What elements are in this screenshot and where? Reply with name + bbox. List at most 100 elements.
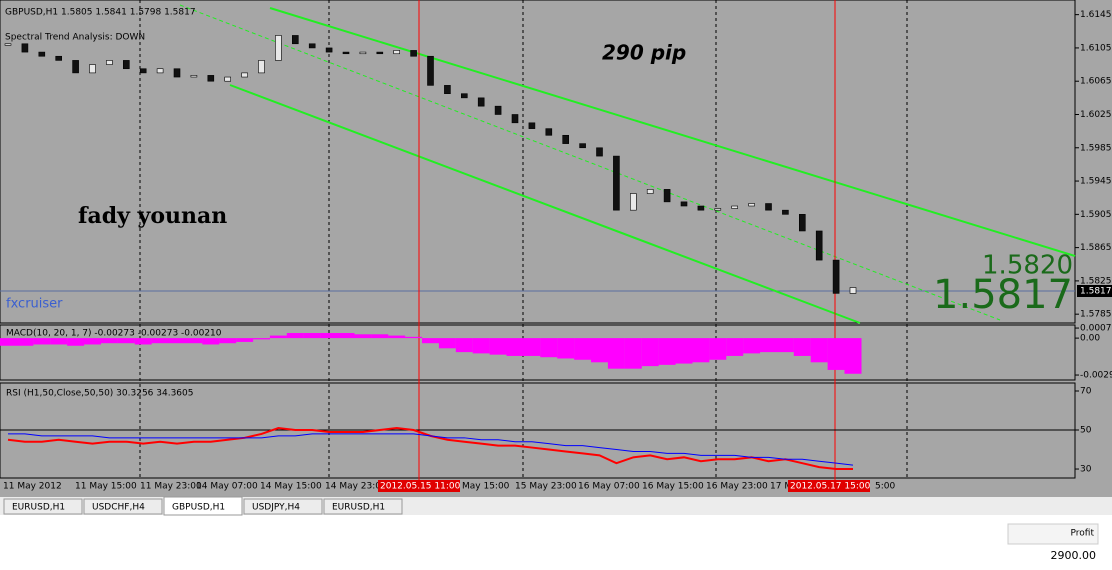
macd-bar: [337, 333, 355, 339]
macd-bar: [151, 338, 169, 344]
y-tick-label: 1.6065: [1080, 77, 1112, 87]
macd-bar: [269, 335, 287, 339]
time-label: 11 May 23:00: [140, 482, 202, 492]
y-tick-label: 0.00: [1080, 334, 1100, 344]
candle: [224, 76, 231, 82]
candle: [731, 205, 739, 209]
candle: [325, 47, 333, 53]
candle: [562, 134, 570, 144]
macd-bar: [574, 338, 592, 360]
candle: [646, 189, 654, 194]
candle: [38, 51, 46, 57]
macd-bar: [286, 333, 304, 339]
candle: [782, 209, 789, 215]
macd-bar: [354, 334, 372, 339]
macd-bar: [33, 338, 51, 345]
candle: [308, 43, 316, 49]
candle: [663, 189, 671, 203]
candle: [680, 201, 688, 207]
candle: [376, 51, 384, 55]
macd-bar: [67, 338, 85, 346]
candle: [207, 75, 215, 82]
candle: [393, 50, 401, 55]
macd-bar: [202, 338, 220, 345]
macd-title: MACD(10, 20, 1, 7) -0.00273 -0.00273 -0.…: [6, 329, 222, 339]
candle: [815, 230, 823, 261]
macd-bar: [84, 338, 101, 345]
candle: [156, 68, 164, 74]
indicator-line: Spectral Trend Analysis: DOWN: [5, 33, 145, 43]
time-label: 16 May 15:00: [642, 482, 704, 492]
macd-bar: [219, 338, 237, 344]
macd-bar: [303, 333, 321, 339]
profit-value: 2900.00: [1051, 549, 1097, 562]
tab[interactable]: [83, 498, 163, 515]
y-tick-label: 1.5945: [1080, 177, 1112, 187]
candle: [241, 72, 248, 78]
macd-bar: [168, 338, 186, 344]
candle: [528, 122, 536, 129]
candle: [139, 68, 147, 74]
candle: [765, 203, 772, 211]
symbol-line: GBPUSD,H1 1.5805 1.5841 1.5798 1.5817: [5, 8, 196, 18]
macd-bar: [405, 336, 423, 339]
macd-bar: [540, 338, 558, 358]
candle: [545, 128, 553, 136]
y-tick-label: 70: [1080, 386, 1092, 396]
candle: [342, 51, 350, 55]
macd-bar: [253, 338, 270, 340]
macd-bar: [134, 338, 152, 345]
candle: [190, 75, 198, 78]
last: 1.5817: [933, 272, 1073, 318]
y-tick-label: 1.5985: [1080, 143, 1112, 153]
candle: [291, 35, 299, 45]
time-label: 15 May 23:00: [515, 482, 577, 492]
tab[interactable]: [323, 498, 403, 515]
y-tick-label: 1.6145: [1080, 10, 1112, 20]
tab-label[interactable]: GBPUSD,H1: [172, 503, 225, 513]
macd-bar: [692, 338, 710, 363]
tab[interactable]: [163, 496, 243, 516]
candle: [460, 93, 468, 99]
macd-bar: [810, 338, 828, 363]
macd-bar: [472, 338, 490, 354]
macd-bar: [489, 338, 507, 355]
candle: [258, 60, 265, 74]
tab-label[interactable]: EURUSD,H1: [12, 503, 65, 513]
macd-bar: [455, 338, 473, 353]
candle: [511, 114, 519, 124]
macd-bar: [776, 338, 794, 353]
macd-bar: [16, 338, 34, 346]
time-label: 16 May 23:00: [706, 482, 768, 492]
macd-bar: [827, 338, 845, 370]
brand: fxcruiser: [6, 297, 63, 312]
candle: [629, 193, 637, 211]
time-label: 2012.05.15 11:00: [380, 482, 461, 492]
macd-bar: [236, 338, 254, 342]
macd-bar: [641, 338, 659, 367]
candle: [494, 105, 502, 115]
time-highlight: [378, 480, 460, 492]
tab[interactable]: [243, 498, 323, 515]
tab-label[interactable]: USDCHF,H4: [92, 503, 145, 513]
rsi-line: [8, 433, 854, 466]
y-tick-label: 1.5865: [1080, 243, 1112, 253]
candle: [444, 85, 451, 94]
candle: [72, 60, 79, 74]
macd-bar: [658, 338, 676, 365]
candle: [613, 155, 620, 211]
macd-bar: [438, 338, 456, 349]
tab-label[interactable]: USDJPY,H4: [252, 503, 300, 513]
candle: [4, 43, 12, 46]
time-label: 5:00: [875, 482, 895, 492]
tab-label[interactable]: EURUSD,H1: [332, 503, 385, 513]
tab[interactable]: [3, 498, 83, 515]
time-highlight: [788, 480, 870, 492]
candle: [832, 259, 840, 294]
macd-bar: [523, 338, 541, 356]
macd-bar: [591, 338, 608, 363]
macd-bar: [506, 338, 524, 356]
macd-bar: [624, 338, 642, 369]
macd-bar: [743, 338, 761, 354]
